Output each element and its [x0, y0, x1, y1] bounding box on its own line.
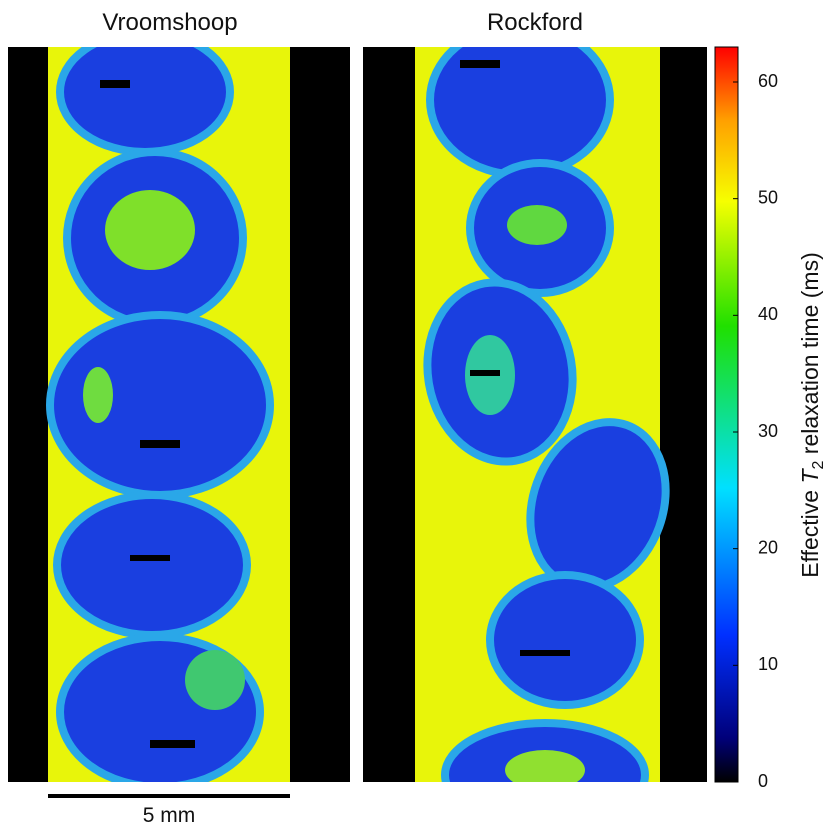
tick-label: 0 — [758, 771, 768, 791]
panel-title: Rockford — [487, 9, 583, 36]
tick-label: 60 — [758, 71, 778, 91]
t2-map — [363, 47, 707, 782]
colorbar — [714, 46, 739, 783]
label-part: Effective — [797, 490, 823, 578]
panel-title: Vroomshoop — [102, 9, 237, 36]
tick-label: 20 — [758, 537, 778, 557]
tick-label: 40 — [758, 304, 778, 324]
tick-label: 10 — [758, 654, 778, 674]
scale-label: 5 mm — [143, 804, 196, 826]
tick-label: 50 — [758, 187, 778, 207]
colorbar-label: Effective T2 relaxation time (ms) — [797, 252, 827, 577]
label-part: relaxation time (ms) — [797, 252, 823, 454]
colorbar-ticks: 0 10 20 30 40 50 60 — [733, 71, 778, 791]
label-subscript: 2 — [810, 460, 827, 469]
tick-label: 30 — [758, 421, 778, 441]
label-symbol: T — [797, 468, 823, 484]
t2-map — [8, 47, 350, 782]
